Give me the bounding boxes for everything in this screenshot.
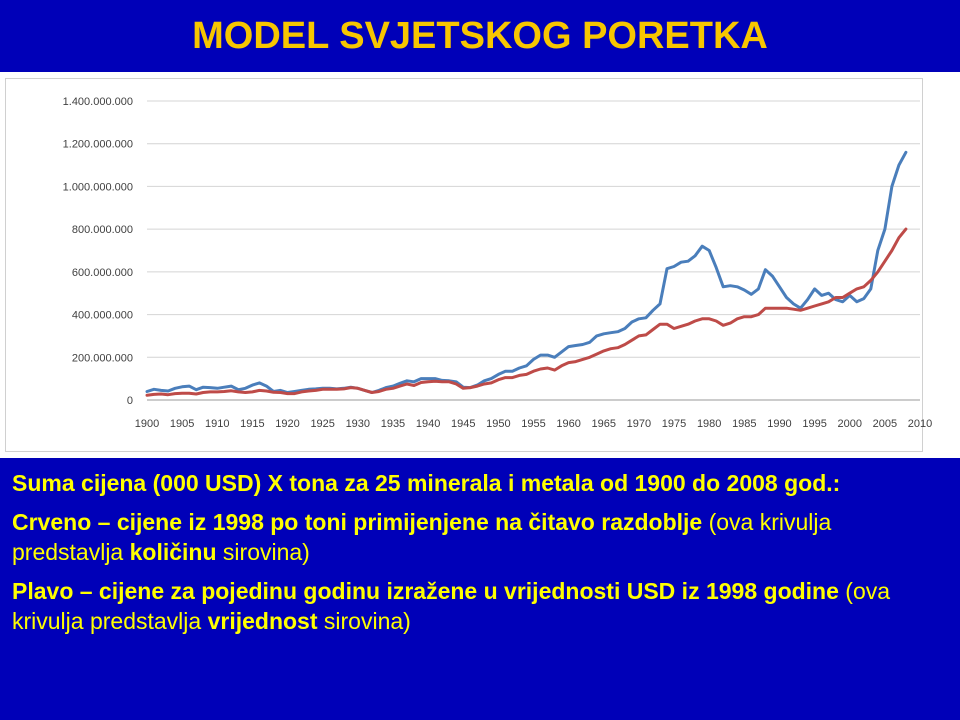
- x-tick-label: 1920: [275, 418, 299, 430]
- chart-panel: 0 200.000.000 400.000.000 600.000.000 800.00…: [0, 72, 960, 458]
- x-tick-label: 2010: [908, 418, 932, 430]
- y-tick-label: 0: [127, 395, 133, 407]
- x-tick-label: 1945: [451, 418, 475, 430]
- x-tick-label: 1980: [697, 418, 721, 430]
- y-tick-label: 1.200.000.000: [63, 139, 133, 151]
- x-tick-label: 1960: [556, 418, 580, 430]
- caption-red-description: Crveno – cijene iz 1998 po toni primijen…: [12, 507, 948, 567]
- caption-blue-close: sirovina): [317, 608, 411, 634]
- x-tick-label: 1900: [135, 418, 159, 430]
- x-tick-label: 1975: [662, 418, 686, 430]
- chart-frame: [5, 78, 923, 452]
- x-tick-label: 2005: [873, 418, 897, 430]
- x-tick-label: 2000: [837, 418, 861, 430]
- x-tick-label: 1970: [627, 418, 651, 430]
- x-tick-label: 1925: [310, 418, 334, 430]
- red-quantity-line: [145, 227, 908, 397]
- caption-blue-open: (ova krivulja predstavlja: [12, 578, 891, 634]
- caption-intro: Suma cijena (000 USD) X tona za 25 miner…: [12, 470, 841, 496]
- line-chart: 0 200.000.000 400.000.000 600.000.000 800.00…: [63, 96, 933, 430]
- y-tick-label: 1.000.000.000: [63, 181, 133, 193]
- caption-red-open: (ova krivulja predstavlja: [12, 509, 832, 565]
- caption-blue-description: Plavo – cijene za pojedinu godinu izraže…: [12, 576, 948, 636]
- caption-box: Suma cijena (000 USD) X tona za 25 miner…: [0, 458, 960, 720]
- y-tick-label: 1.400.000.000: [63, 96, 133, 108]
- x-tick-label: 1965: [592, 418, 616, 430]
- caption-blue-bold: Plavo – cijene za pojedinu godinu izraže…: [12, 578, 839, 604]
- x-tick-label: 1915: [240, 418, 264, 430]
- x-tick-label: 1995: [802, 418, 826, 430]
- caption-red-close: sirovina): [216, 539, 310, 565]
- x-tick-label: 1940: [416, 418, 440, 430]
- caption-red-emphasis: količinu: [129, 539, 217, 565]
- x-tick-label: 1935: [381, 418, 405, 430]
- x-tick-label: 1910: [205, 418, 229, 430]
- y-tick-label: 800.000.000: [72, 224, 133, 236]
- x-tick-label: 1985: [732, 418, 756, 430]
- x-tick-label: 1905: [170, 418, 194, 430]
- caption-red-bold: Crveno – cijene iz 1998 po toni primijen…: [12, 509, 703, 535]
- y-tick-label: 600.000.000: [72, 267, 133, 279]
- blue-value-line: [145, 150, 908, 394]
- x-tick-label: 1990: [767, 418, 791, 430]
- y-tick-label: 400.000.000: [72, 310, 133, 322]
- x-tick-label: 1930: [346, 418, 370, 430]
- caption-blue-emphasis: vrijednost: [207, 608, 318, 634]
- x-tick-label: 1950: [486, 418, 510, 430]
- x-tick-label: 1955: [521, 418, 545, 430]
- slide-title: MODEL SVJETSKOG PORETKA: [192, 14, 768, 57]
- y-tick-label: 200.000.000: [72, 352, 133, 364]
